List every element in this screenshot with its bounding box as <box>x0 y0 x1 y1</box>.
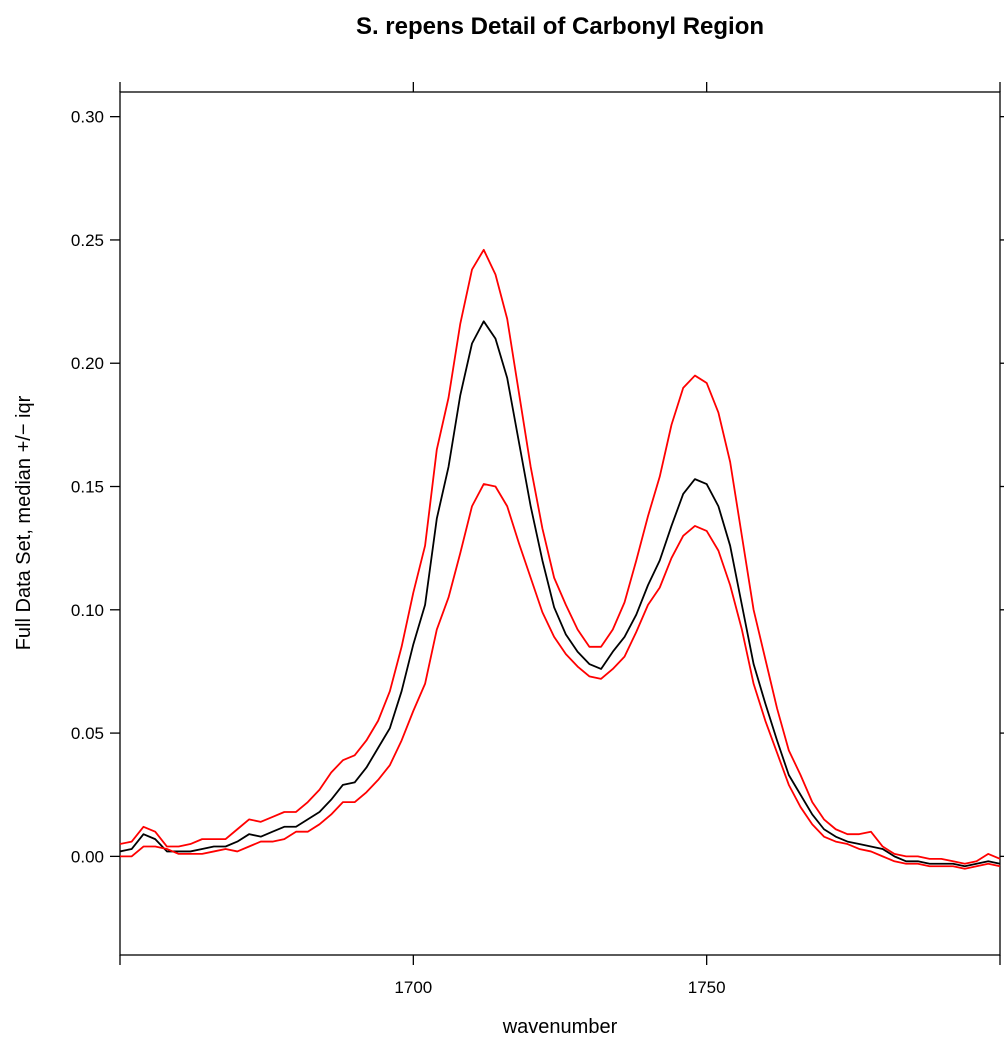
series-lower-iqr-line <box>120 483 1001 870</box>
y-tick-label: 0.30 <box>71 108 104 127</box>
y-tick-label: 0.20 <box>71 354 104 373</box>
series-group <box>119 248 1001 870</box>
y-tick-label: 0.15 <box>71 478 104 497</box>
y-tick-label: 0.05 <box>71 724 104 743</box>
x-tick-label: 1700 <box>394 978 432 997</box>
y-axis-label: Full Data Set, median +/− iqr <box>13 395 35 650</box>
series-upper-iqr-line <box>119 248 1001 865</box>
y-tick-label: 0.10 <box>71 601 104 620</box>
series-median-line <box>119 320 1001 868</box>
plot-frame <box>119 91 1001 956</box>
y-tick-label: 0.25 <box>71 231 104 250</box>
y-axis: 0.00 0.05 0.10 0.15 0.20 0.25 0.30 <box>71 108 1004 866</box>
x-axis: 1700 1750 <box>119 82 1001 997</box>
chart-title: S. repens Detail of Carbonyl Region <box>356 13 764 40</box>
y-tick-label: 0.00 <box>71 847 104 866</box>
x-axis-label: wavenumber <box>502 1016 618 1038</box>
x-tick-label: 1750 <box>688 978 726 997</box>
